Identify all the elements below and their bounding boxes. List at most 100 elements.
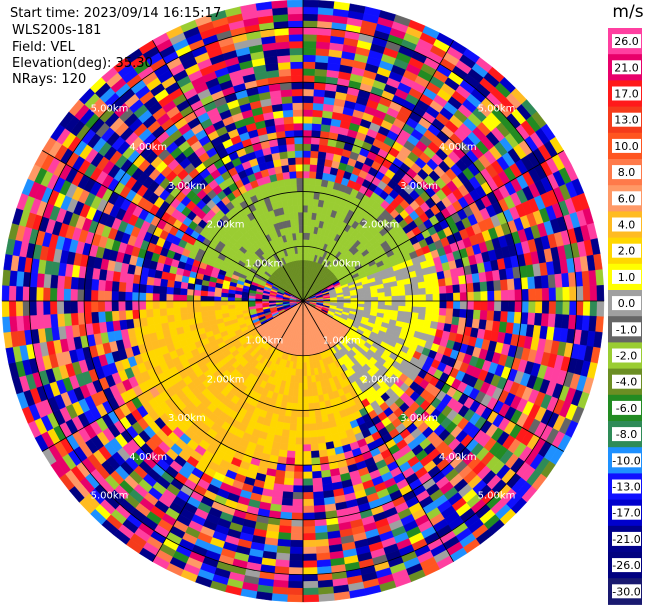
velocity-cell: [97, 290, 106, 302]
velocity-cell: [193, 306, 202, 313]
velocity-cell: [248, 300, 256, 305]
velocity-cell: [384, 300, 393, 306]
velocity-cell: [317, 151, 327, 160]
velocity-cell: [314, 61, 329, 70]
velocity-cell: [227, 300, 235, 306]
velocity-cell: [35, 286, 44, 302]
velocity-cell: [377, 292, 386, 298]
velocity-cell: [307, 382, 313, 391]
velocity-cell: [276, 545, 291, 555]
velocity-cell: [364, 297, 372, 302]
velocity-cell: [302, 88, 315, 97]
velocity-cell: [70, 276, 79, 290]
velocity-cell: [302, 47, 317, 56]
velocity-cell: [302, 116, 313, 124]
velocity-cell: [206, 300, 215, 307]
velocity-cell: [179, 300, 188, 308]
velocity-cell: [111, 300, 119, 312]
velocity-cell: [453, 300, 461, 310]
velocity-cell: [302, 492, 314, 500]
velocity-cell: [2, 316, 11, 333]
velocity-cell: [42, 287, 51, 302]
velocity-cell: [118, 281, 127, 292]
velocity-cell: [466, 309, 475, 320]
velocity-cell: [297, 389, 304, 398]
velocity-cell: [302, 437, 311, 445]
velocity-cell: [302, 177, 310, 186]
velocity-cell: [312, 109, 324, 118]
velocity-cell: [29, 300, 37, 316]
velocity-cell: [285, 457, 296, 466]
velocity-cell: [312, 491, 324, 500]
velocity-cell: [172, 300, 181, 309]
velocity-cell: [569, 300, 577, 316]
velocity-cell: [138, 283, 147, 294]
velocity-cell: [313, 402, 321, 411]
velocity-cell: [397, 290, 406, 297]
velocity-cell: [486, 280, 495, 292]
velocity-cell: [274, 559, 290, 568]
velocity-cell: [514, 300, 523, 313]
velocity-cell: [280, 435, 289, 445]
velocity-cell: [302, 232, 307, 240]
velocity-cell: [84, 277, 93, 291]
velocity-cell: [309, 164, 318, 172]
velocity-cell: [310, 143, 320, 152]
velocity-cell: [466, 282, 475, 293]
velocity-cell: [63, 312, 72, 327]
velocity-cell: [309, 436, 319, 445]
velocity-cell: [424, 313, 433, 322]
velocity-cell: [547, 274, 557, 289]
velocity-cell: [312, 395, 320, 404]
velocity-cell: [307, 389, 314, 397]
velocity-cell: [49, 287, 58, 302]
velocity-cell: [480, 291, 488, 302]
velocity-cell: [431, 279, 440, 288]
velocity-cell: [459, 283, 468, 294]
velocity-cell: [506, 311, 516, 324]
velocity-cell: [446, 292, 454, 302]
velocity-cell: [63, 275, 72, 290]
velocity-cell: [562, 300, 571, 316]
velocity-cell: [404, 283, 413, 291]
velocity-cell: [540, 275, 550, 289]
velocity-cell: [576, 300, 584, 316]
velocity-cell: [425, 307, 434, 315]
velocity-cell: [118, 310, 127, 321]
velocity-cell: [411, 306, 420, 314]
velocity-cell: [582, 300, 591, 317]
velocity-cell: [472, 309, 481, 320]
velocity-cell: [145, 292, 153, 302]
velocity-cell: [306, 375, 312, 384]
velocity-cell: [315, 171, 324, 180]
velocity-cell: [506, 278, 516, 291]
velocity-cell: [302, 163, 311, 172]
velocity-cell: [83, 289, 92, 302]
velocity-cell: [302, 218, 308, 227]
velocity-cell: [145, 300, 153, 310]
velocity-cell: [561, 314, 570, 330]
velocity-cell: [287, 580, 304, 589]
velocity-cell: [207, 310, 216, 317]
velocity-cell: [418, 287, 427, 296]
velocity-cell: [172, 287, 181, 295]
velocity-cell: [287, 587, 304, 596]
velocity-cell: [313, 498, 325, 507]
velocity-cell: [521, 300, 530, 314]
velocity-cell: [357, 300, 365, 305]
velocity-cell: [521, 288, 530, 302]
velocity-cell: [104, 290, 112, 302]
velocity-cell: [315, 47, 330, 57]
velocity-cell: [357, 294, 365, 299]
velocity-cell: [279, 442, 289, 451]
velocity-cell: [500, 300, 509, 312]
velocity-cell: [314, 68, 328, 77]
velocity-cell: [494, 290, 502, 302]
velocity-cell: [595, 269, 604, 286]
velocity-cell: [318, 449, 328, 458]
velocity-cell: [172, 307, 181, 315]
velocity-cell: [186, 288, 195, 296]
velocity-cell: [425, 293, 434, 302]
velocity-cell: [312, 102, 324, 111]
velocity-cell: [152, 300, 160, 310]
